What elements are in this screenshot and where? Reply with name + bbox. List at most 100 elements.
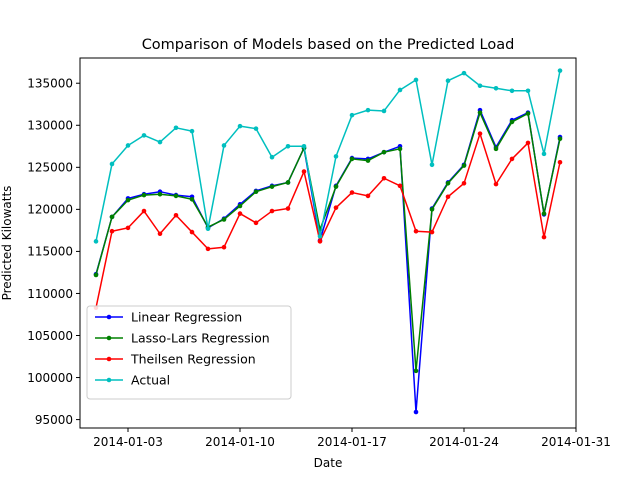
data-point — [221, 244, 227, 250]
data-point — [381, 149, 387, 155]
data-point — [461, 70, 467, 76]
data-point — [477, 110, 483, 115]
data-point — [493, 181, 499, 187]
x-tick-label: 2014-01-24 — [429, 435, 499, 449]
data-point — [381, 108, 387, 114]
data-point — [365, 158, 371, 163]
data-point — [301, 143, 307, 149]
data-point — [397, 183, 403, 189]
data-point — [349, 156, 355, 162]
data-point — [109, 161, 115, 167]
data-point — [477, 131, 483, 136]
data-point — [445, 180, 451, 186]
data-point — [221, 143, 227, 148]
data-point — [237, 123, 243, 129]
series-1 — [93, 110, 563, 374]
data-point — [109, 228, 115, 234]
legend-swatch-marker — [106, 335, 112, 341]
data-point — [141, 192, 147, 198]
data-point — [301, 169, 307, 174]
x-tick-label: 2014-01-31 — [541, 435, 611, 449]
data-point — [285, 206, 291, 211]
data-point — [461, 180, 467, 186]
data-point — [381, 175, 387, 181]
data-point — [221, 217, 227, 222]
data-point — [189, 229, 195, 235]
y-axis: 95000 100000 105000 110000 115000 120000 12500… — [27, 77, 80, 427]
x-axis: 2014-01-03 2014-01-10 2014-01-17 2014-01-24… — [93, 428, 611, 449]
data-point — [429, 229, 435, 235]
data-point — [413, 409, 419, 415]
series-3 — [93, 68, 563, 244]
data-point — [253, 189, 259, 195]
data-point — [237, 211, 243, 216]
legend-swatch-marker — [106, 314, 112, 320]
y-axis-title: Predicted Kilowatts — [0, 186, 14, 301]
data-point — [333, 154, 339, 159]
data-point — [541, 151, 547, 157]
y-tick-label: 110000 — [27, 287, 73, 301]
data-point — [477, 83, 483, 89]
data-point — [429, 207, 435, 212]
data-point — [557, 136, 563, 142]
data-point — [125, 143, 131, 148]
series-line-2 — [95, 132, 561, 308]
data-point — [269, 184, 275, 189]
data-point — [525, 111, 531, 116]
series-line-0 — [95, 109, 561, 413]
data-point — [93, 239, 99, 244]
data-point — [509, 119, 515, 125]
data-point — [413, 368, 419, 374]
data-point — [493, 146, 499, 152]
data-point — [349, 112, 355, 118]
series-2 — [93, 131, 563, 311]
data-point — [333, 205, 339, 210]
data-point — [365, 193, 371, 199]
data-point — [157, 191, 163, 197]
data-point — [157, 231, 163, 237]
plot-frame — [79, 57, 577, 429]
x-axis-title: Date — [314, 456, 343, 470]
legend-item: Actual — [95, 373, 170, 388]
y-tick-label: 100000 — [27, 371, 73, 385]
data-point — [189, 196, 195, 202]
data-point — [493, 85, 499, 91]
data-point — [317, 239, 323, 244]
chart-title: Comparison of Models based on the Predic… — [142, 37, 515, 53]
data-point — [461, 163, 467, 168]
data-point — [365, 107, 371, 113]
data-point — [173, 212, 179, 218]
data-point — [173, 193, 179, 199]
data-point — [285, 143, 291, 149]
legend: Linear Regression Lasso-Lars Regression Th… — [86, 305, 292, 400]
data-point — [141, 208, 147, 214]
legend-label: Lasso-Lars Regression — [131, 331, 270, 346]
data-point — [509, 156, 515, 162]
data-point — [317, 233, 323, 239]
data-point — [413, 228, 419, 234]
data-point — [541, 234, 547, 240]
x-tick-label: 2014-01-10 — [205, 435, 275, 449]
data-point — [397, 146, 403, 152]
legend-item: Theilsen Regression — [95, 352, 256, 367]
data-point — [509, 88, 515, 94]
x-tick-label: 2014-01-17 — [317, 435, 387, 449]
data-point — [237, 203, 243, 209]
data-point — [445, 194, 451, 200]
y-tick-label: 135000 — [27, 77, 73, 91]
y-tick-label: 130000 — [27, 119, 73, 133]
data-point — [157, 139, 163, 145]
data-point — [285, 180, 291, 185]
y-tick-label: 95000 — [35, 413, 73, 427]
legend-label: Linear Regression — [131, 310, 242, 325]
legend-label: Actual — [131, 373, 170, 388]
legend-swatch-marker — [106, 377, 112, 383]
y-tick-label: 120000 — [27, 203, 73, 217]
y-tick-label: 125000 — [27, 161, 73, 175]
legend-swatch-marker — [106, 356, 112, 362]
data-point — [125, 225, 131, 231]
data-point — [445, 78, 451, 84]
data-point — [253, 126, 259, 131]
data-point — [189, 128, 195, 134]
